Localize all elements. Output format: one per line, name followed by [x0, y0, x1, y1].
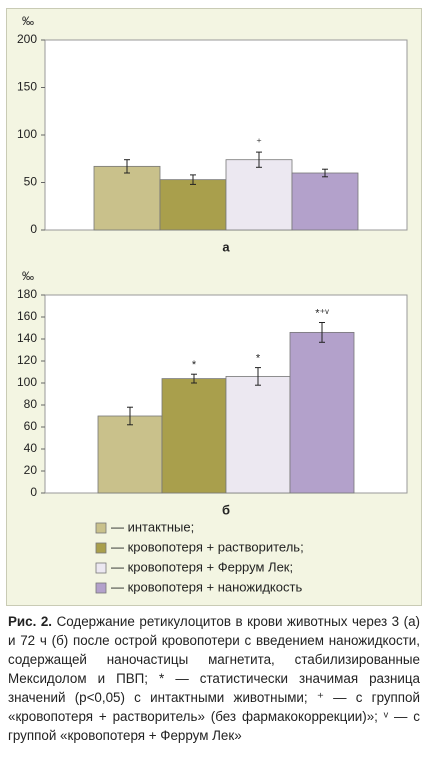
- y-tick-label: 200: [17, 32, 37, 46]
- y-tick-label: 80: [24, 397, 38, 411]
- y-tick-label: 120: [17, 353, 37, 367]
- y-tick-label: 180: [17, 287, 37, 301]
- legend-swatch: [95, 542, 107, 554]
- legend-label: — интактные;: [111, 519, 194, 534]
- bar: [225, 159, 293, 231]
- y-unit: ‰: [22, 14, 34, 28]
- x-axis-label: а: [222, 239, 230, 254]
- bar: [225, 375, 291, 494]
- chart: ‰ 0 50 100 150 200 ⁺ а ‰ 0 20 40 60 80 100 120 140 160 180…: [17, 14, 408, 594]
- y-tick-label: 140: [17, 331, 37, 345]
- significance-mark: *: [192, 359, 197, 371]
- caption-text: Содержание ретикулоцитов в крови животны…: [8, 614, 420, 743]
- y-tick-label: 100: [17, 127, 37, 141]
- y-tick-label: 0: [30, 222, 37, 236]
- y-tick-label: 20: [24, 463, 38, 477]
- y-tick-label: 0: [30, 485, 37, 499]
- caption: Рис. 2. Содержание ретикулоцитов в крови…: [8, 612, 420, 745]
- legend-label: — кровопотеря + Феррум Лек;: [111, 559, 293, 574]
- bar: [289, 331, 355, 494]
- y-tick-label: 100: [17, 375, 37, 389]
- bar: [291, 172, 359, 231]
- y-tick-label: 150: [17, 80, 37, 94]
- bar: [93, 165, 161, 231]
- bar: [97, 415, 163, 494]
- legend-swatch: [95, 562, 107, 574]
- bar: [161, 378, 227, 494]
- y-tick-label: 60: [24, 419, 38, 433]
- y-tick-label: 50: [24, 175, 38, 189]
- x-axis-label: б: [222, 502, 230, 517]
- significance-mark: *: [256, 353, 261, 365]
- legend-swatch: [95, 582, 107, 594]
- caption-label: Рис. 2.: [8, 614, 53, 629]
- significance-mark: ⁺: [256, 137, 262, 149]
- legend-label: — кровопотеря + растворитель;: [111, 539, 304, 554]
- legend-swatch: [95, 522, 107, 534]
- y-tick-label: 160: [17, 309, 37, 323]
- significance-mark: *⁺ᵛ: [315, 307, 329, 319]
- y-unit: ‰: [22, 269, 34, 283]
- legend-label: — кровопотеря + наножидкость: [111, 579, 302, 594]
- y-tick-label: 40: [24, 441, 38, 455]
- bar: [159, 179, 227, 231]
